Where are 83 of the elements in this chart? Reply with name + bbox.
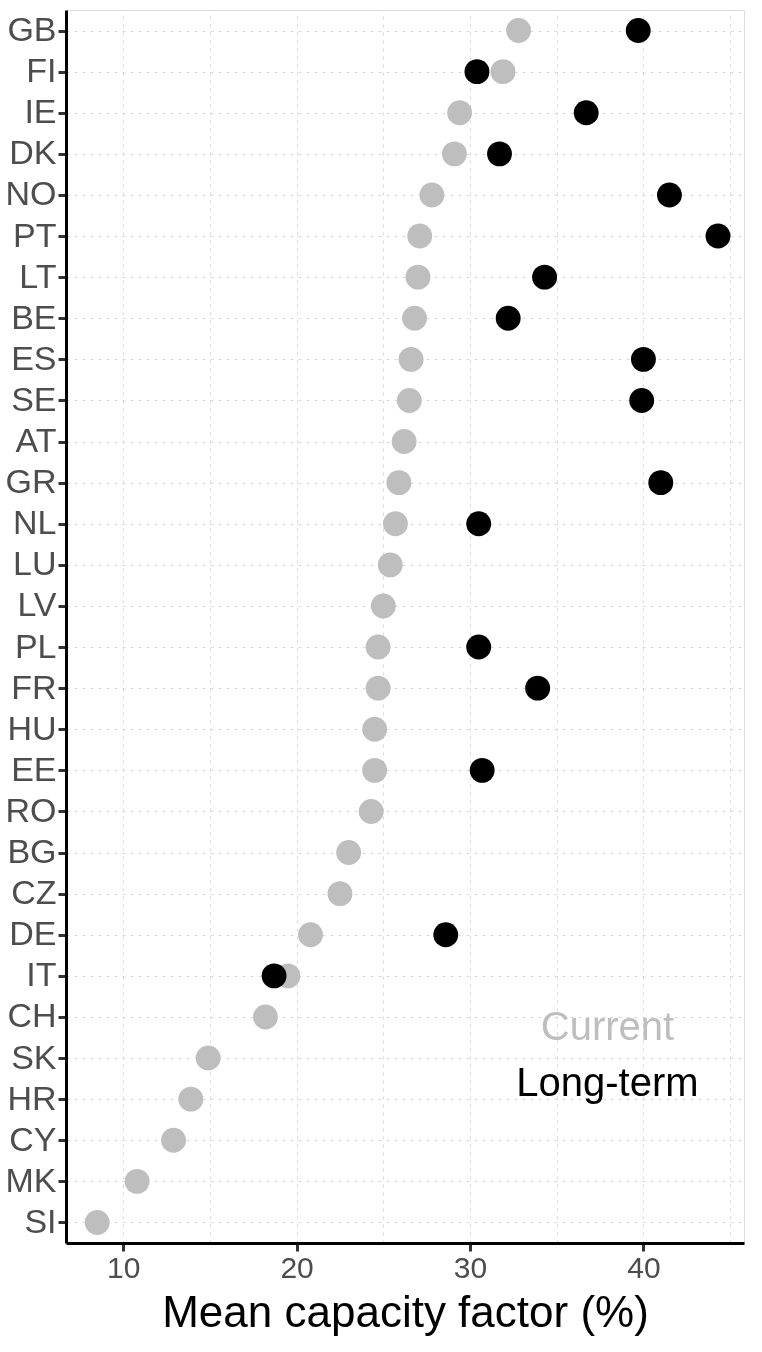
point (365, 634, 391, 660)
point (407, 223, 433, 249)
y-tick-label: HU (7, 708, 57, 747)
point (648, 470, 674, 496)
x-tick-label: 40 (627, 1250, 661, 1284)
point (469, 757, 495, 783)
point (124, 1168, 150, 1194)
point (630, 346, 656, 372)
x-tick-label: 10 (107, 1250, 141, 1284)
y-tick-label: LU (13, 544, 57, 583)
y-tick-label: GB (7, 10, 57, 49)
text: Current (540, 1004, 675, 1049)
x-axis-title: Mean capacity factor (%) (162, 1286, 649, 1336)
point (419, 182, 445, 208)
y-tick-label: DE (9, 914, 57, 953)
y-tick-label: CH (7, 996, 57, 1035)
point (252, 1004, 278, 1030)
point (327, 881, 353, 907)
point (398, 346, 424, 372)
point (84, 1210, 110, 1235)
point (402, 305, 427, 331)
point (466, 511, 492, 537)
y-tick-label: SK (11, 1037, 57, 1076)
point (656, 182, 682, 208)
y-tick-label: FI (26, 51, 57, 90)
y-tick-label: GR (5, 462, 57, 501)
point (573, 100, 599, 126)
point (629, 388, 655, 413)
point (370, 593, 396, 619)
point (466, 634, 492, 660)
y-tick-label: LV (17, 585, 57, 624)
point (405, 264, 431, 290)
y-tick-label: MK (5, 1160, 57, 1199)
y-tick-label: IE (24, 92, 57, 131)
y-tick-label: RO (5, 790, 57, 829)
point (377, 552, 403, 578)
point (178, 1086, 204, 1112)
point (525, 675, 551, 701)
point (336, 840, 362, 865)
y-tick-label: NL (13, 503, 57, 542)
point (391, 429, 417, 454)
y-tick-label: NO (5, 174, 57, 213)
y-tick-label: SI (24, 1201, 57, 1240)
point (532, 264, 558, 290)
y-tick-label: ES (11, 338, 57, 377)
y-tick-label: BE (11, 297, 57, 336)
point (261, 963, 287, 989)
y-tick-label: HR (7, 1078, 57, 1117)
y-tick-label: PL (14, 626, 57, 665)
x-tick-label: 20 (280, 1250, 314, 1284)
point (161, 1127, 186, 1153)
point (396, 388, 422, 413)
y-tick-label: DK (9, 133, 57, 172)
point (195, 1045, 221, 1071)
point (464, 59, 490, 85)
y-tick-label: FR (11, 667, 57, 706)
y-tick-label: CZ (11, 873, 57, 912)
point (433, 922, 459, 948)
point (365, 675, 391, 701)
y-tick-label: IT (26, 955, 57, 994)
point (490, 59, 516, 85)
point (298, 922, 323, 948)
y-tick-label: EE (11, 749, 57, 788)
point (362, 757, 388, 783)
point (487, 141, 512, 167)
point (495, 305, 521, 331)
point (506, 18, 532, 43)
point (383, 511, 408, 537)
y-tick-label: CY (9, 1119, 57, 1158)
x-tick-label: 30 (453, 1250, 488, 1284)
text: Long-term (516, 1060, 699, 1105)
point (358, 799, 384, 824)
point (625, 18, 651, 43)
y-tick-label: BG (7, 832, 57, 871)
point (362, 716, 388, 742)
y-tick-label: LT (19, 256, 57, 295)
point (447, 100, 473, 126)
point (441, 141, 467, 167)
point (705, 223, 731, 249)
y-tick-label: PT (13, 215, 57, 254)
y-tick-label: SE (11, 379, 57, 418)
y-tick-label: AT (15, 421, 57, 460)
point (386, 470, 412, 496)
